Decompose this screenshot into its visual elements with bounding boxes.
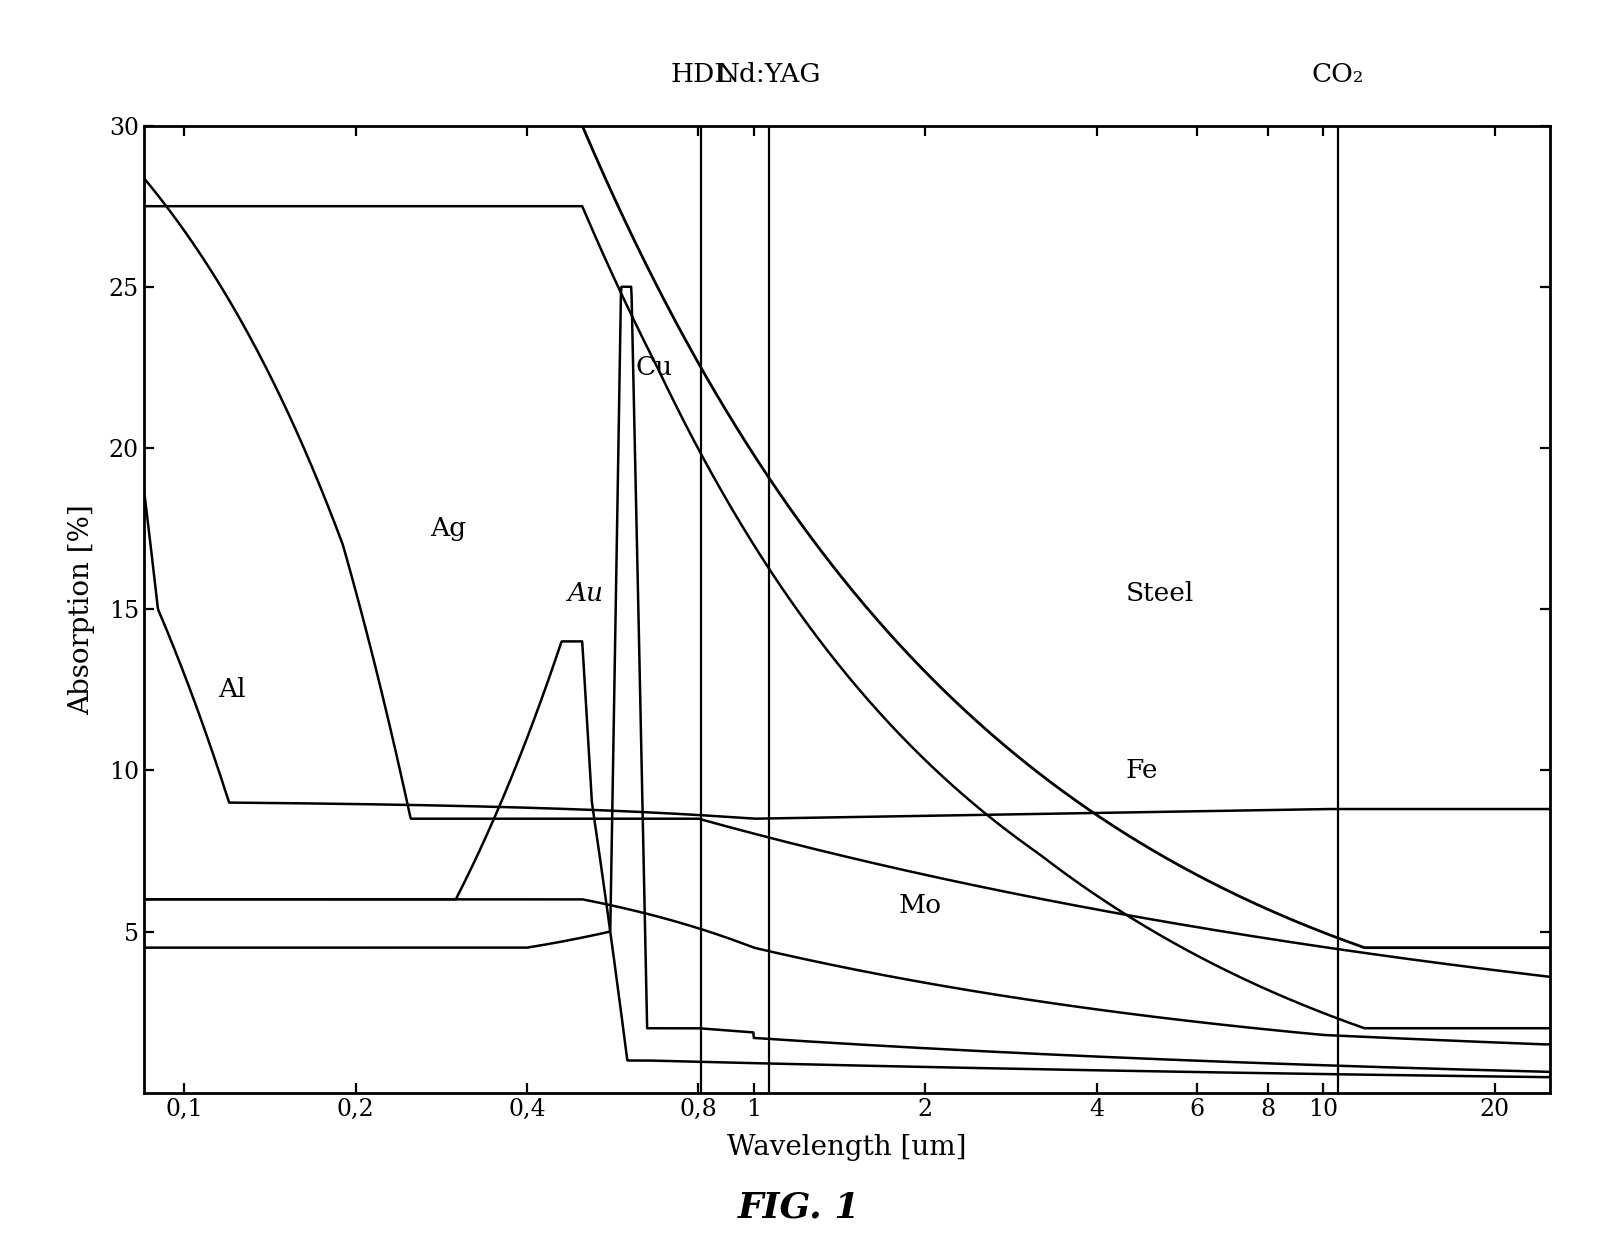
Text: FIG. 1: FIG. 1 bbox=[738, 1191, 860, 1225]
Text: HDL: HDL bbox=[670, 62, 732, 87]
Text: Al: Al bbox=[219, 677, 246, 702]
Text: Steel: Steel bbox=[1127, 580, 1194, 605]
Text: Mo: Mo bbox=[900, 893, 943, 918]
Y-axis label: Absorption [%]: Absorption [%] bbox=[69, 504, 94, 715]
X-axis label: Wavelength [um]: Wavelength [um] bbox=[727, 1134, 967, 1162]
Text: CO₂: CO₂ bbox=[1312, 62, 1365, 87]
Text: Ag: Ag bbox=[430, 516, 467, 541]
Text: Fe: Fe bbox=[1127, 757, 1159, 782]
Text: Au: Au bbox=[567, 580, 602, 605]
Text: Cu: Cu bbox=[636, 355, 673, 379]
Text: Nd:YAG: Nd:YAG bbox=[718, 62, 821, 87]
